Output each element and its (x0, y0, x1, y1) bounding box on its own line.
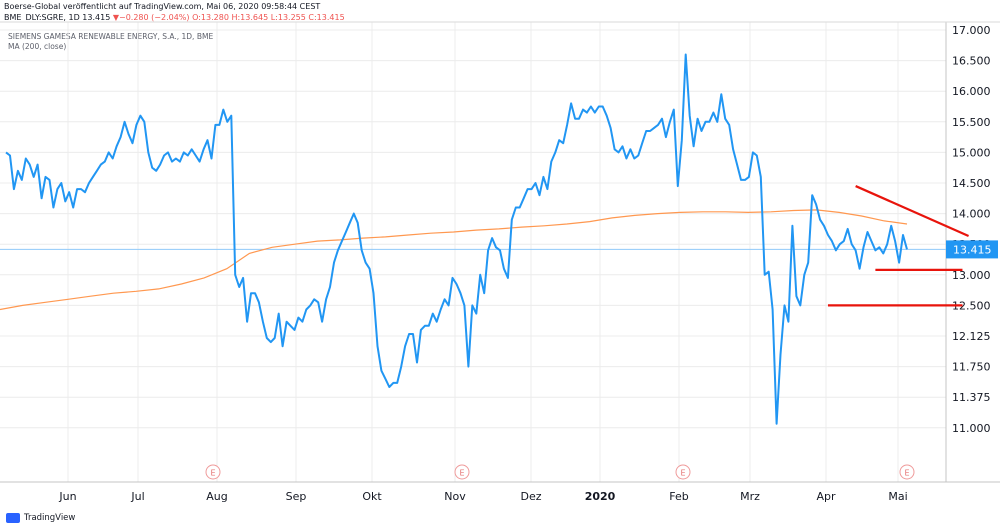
footer: TradingView (6, 513, 75, 523)
last-price: 13.415 (82, 13, 111, 22)
y-tick-label: 17.000 (952, 24, 991, 37)
ohlc-values: O:13.280 H:13.645 L:13.255 C:13.415 (192, 13, 345, 22)
y-tick-label: 13.000 (952, 269, 991, 282)
earnings-marker-label: E (210, 469, 215, 478)
trendline (855, 185, 970, 237)
last-price-badge (946, 240, 998, 259)
y-tick-label: 11.750 (952, 361, 991, 374)
annotations (827, 185, 970, 307)
y-tick-label: 14.500 (952, 177, 991, 190)
last-price-label: 13.415 (946, 240, 998, 259)
x-tick-label: Nov (444, 490, 466, 503)
ma-legend: MA (200, close) (8, 42, 67, 51)
x-tick-label: Sep (286, 490, 307, 503)
publish-info: Boerse-Global veröffentlicht auf Trading… (4, 2, 321, 11)
price-change: −0.280 (−2.04%) (119, 13, 190, 22)
y-tick-label: 15.500 (952, 116, 991, 129)
tradingview-logo-icon (6, 513, 20, 523)
earnings-marker-label: E (904, 469, 909, 478)
earnings-marker-label: E (680, 469, 685, 478)
earnings-marker-icon[interactable] (899, 464, 915, 480)
x-tick-label: Mai (888, 490, 907, 503)
price-line (5, 53, 908, 425)
ma-series (0, 209, 908, 311)
x-tick-label: Mrz (740, 490, 760, 503)
y-tick-label: 15.000 (952, 146, 991, 159)
x-tick-label: Aug (206, 490, 227, 503)
y-tick-label: 11.375 (952, 391, 991, 404)
x-tick-label: Okt (362, 490, 382, 503)
x-tick-label: Jun (58, 490, 76, 503)
y-tick-label: 12.500 (952, 299, 991, 312)
x-tick-labels: Jun Jul Aug Sep Okt Nov Dez 2020 Feb Mrz Apr Mai (58, 490, 907, 503)
y-tick-label: 11.000 (952, 422, 991, 435)
down-arrow-icon: ▼ (112, 13, 119, 22)
earnings-marker-label: E (459, 469, 464, 478)
earnings-marker-icon[interactable] (205, 464, 221, 480)
price-series (5, 53, 908, 425)
x-tick-label: Jul (130, 490, 144, 503)
earnings-marker-icon[interactable] (454, 464, 470, 480)
grid (0, 22, 946, 482)
y-tick-label: 12.125 (952, 330, 991, 343)
x-tick-label: Feb (669, 490, 688, 503)
x-tick-label: Dez (520, 490, 541, 503)
symbol-label: BME_DLY:SGRE, 1D (4, 13, 80, 22)
x-tick-label: 2020 (585, 490, 616, 503)
symbol-ohlc-line: BME_DLY:SGRE, 1D 13.415 ▼−0.280 (−2.04%)… (4, 13, 345, 23)
x-tick-label: Apr (816, 490, 836, 503)
ma-line (0, 209, 908, 311)
brand-label: TradingView (24, 513, 76, 523)
last-price-text: 13.415 (953, 243, 992, 256)
series-title: SIEMENS GAMESA RENEWABLE ENERGY, S.A., 1… (8, 32, 214, 41)
earnings-marker-icon[interactable] (675, 464, 691, 480)
y-tick-label: 16.500 (952, 55, 991, 68)
y-tick-label: 16.000 (952, 85, 991, 98)
y-tick-label: 14.000 (952, 208, 991, 221)
